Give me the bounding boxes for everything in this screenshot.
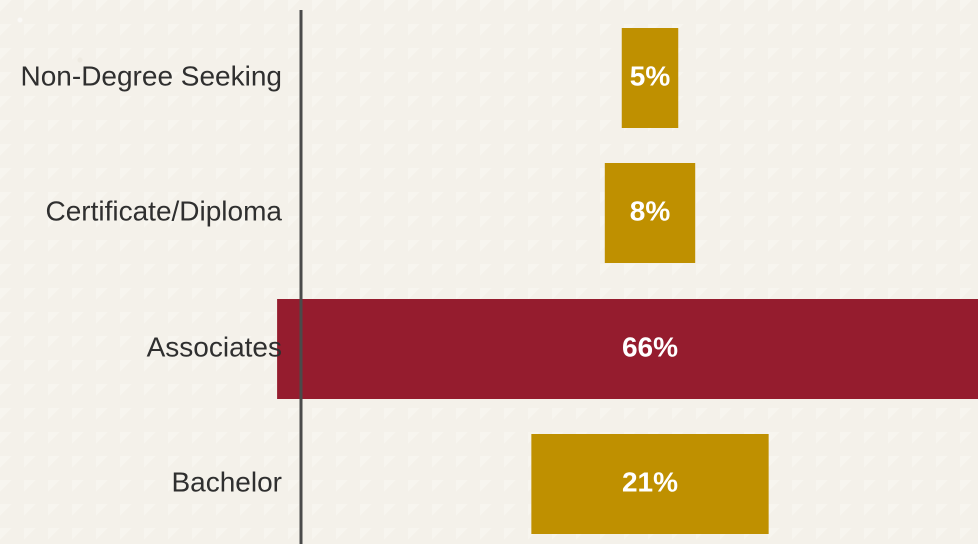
bar-value-label: 66% <box>622 331 678 362</box>
bar-value-label: 21% <box>622 466 678 497</box>
bars-layer <box>277 28 978 534</box>
bar-non-degree-seeking <box>621 28 679 128</box>
category-label: Associates <box>147 331 282 362</box>
bar-value-label: 5% <box>630 60 671 91</box>
bar-certificate-diploma <box>604 163 696 263</box>
category-label: Bachelor <box>171 466 282 497</box>
category-label: Certificate/Diploma <box>45 195 282 226</box>
bar-associates <box>277 299 978 399</box>
bar-bachelor <box>531 434 769 534</box>
bar-value-label: 8% <box>630 195 671 226</box>
category-label: Non-Degree Seeking <box>21 60 283 91</box>
labels-layer: Non-Degree Seeking 5% Certificate/Diploma 8… <box>21 60 679 497</box>
